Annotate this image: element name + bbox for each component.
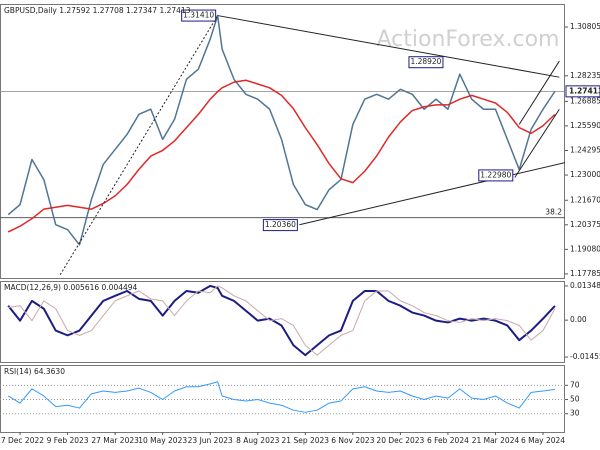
panel-frame — [0, 281, 565, 363]
y-tick-label: 1.24295 — [570, 145, 600, 154]
y-tick-label: 1.21670 — [570, 195, 600, 204]
series-line — [8, 285, 556, 356]
trendline — [518, 60, 560, 125]
series-line — [7, 284, 556, 357]
y-tick-label: 0.00 — [570, 315, 587, 324]
x-tick-label: 8 Aug 2023 — [236, 436, 279, 445]
y-tick-label: 1.28235 — [570, 71, 600, 80]
trendline — [59, 15, 219, 276]
y-tick-label: 1.30805 — [570, 22, 600, 31]
x-tick-label: 6 May 2024 — [521, 436, 565, 445]
x-tick-label: 6 Nov 2023 — [331, 436, 374, 445]
y-tick-label: 70 — [570, 380, 580, 389]
x-tick-label: 6 Feb 2024 — [427, 436, 469, 445]
y-tick-label: 0.013489 — [570, 281, 600, 290]
x-tick-label: 21 Mar 2024 — [472, 436, 520, 445]
annotation-box — [408, 56, 444, 69]
annotation-box — [181, 9, 217, 22]
panel-title: MACD(12,26,9) 0.005616 0.004494 — [4, 283, 138, 292]
annotation-box — [478, 169, 514, 182]
plot-area — [0, 381, 565, 415]
x-tick-label: 10 May 2023 — [138, 436, 187, 445]
panel-title: GBPUSD,Daily 1.27592 1.27708 1.27347 1.2… — [4, 6, 191, 15]
panel-title: RSI(14) 64.3630 — [4, 367, 65, 376]
x-tick-label: 27 Mar 2023 — [91, 436, 139, 445]
y-tick-label: 1.26885 — [570, 96, 600, 105]
plot-area — [7, 284, 556, 357]
x-tick-label: 21 Sep 2023 — [282, 436, 330, 445]
series-line — [7, 14, 556, 246]
panel-frame — [0, 4, 565, 279]
annotation-label: 1.31410 — [183, 11, 214, 20]
panel-frame — [0, 365, 565, 433]
x-tick-label: 23 Jun 2023 — [188, 436, 233, 445]
y-tick-label: 1.17785 — [570, 269, 600, 278]
y-tick-label: 1.20375 — [570, 220, 600, 229]
annotation-label: 1.28920 — [410, 57, 441, 66]
x-tick-label: 20 Dec 2023 — [376, 436, 424, 445]
x-tick-label: 9 Feb 2023 — [47, 436, 89, 445]
annotation-label: 1.20360 — [265, 220, 296, 229]
y-tick-label: 1.23000 — [570, 170, 600, 179]
y-tick-label: -0.014554 — [570, 352, 600, 361]
last-price-label: 1.27413 — [569, 86, 600, 95]
trendline — [299, 162, 565, 226]
trendline — [514, 108, 560, 178]
y-tick-label: 1.19080 — [570, 244, 600, 253]
last-price-box — [565, 85, 600, 98]
watermark: ActionForex.com — [377, 27, 560, 52]
annotation-box — [262, 219, 298, 232]
trendline — [217, 15, 560, 78]
fib-label: 38.2 — [545, 208, 562, 217]
series-line — [7, 79, 556, 233]
series-line — [7, 381, 555, 413]
plot-area: ActionForex.com — [0, 14, 565, 276]
x-tick-label: 27 Dec 2022 — [0, 436, 44, 445]
y-tick-label: 1.25590 — [570, 121, 600, 130]
y-tick-label: 50 — [570, 395, 580, 404]
annotation-label: 1.22980 — [480, 170, 511, 179]
y-tick-label: 30 — [570, 409, 580, 418]
